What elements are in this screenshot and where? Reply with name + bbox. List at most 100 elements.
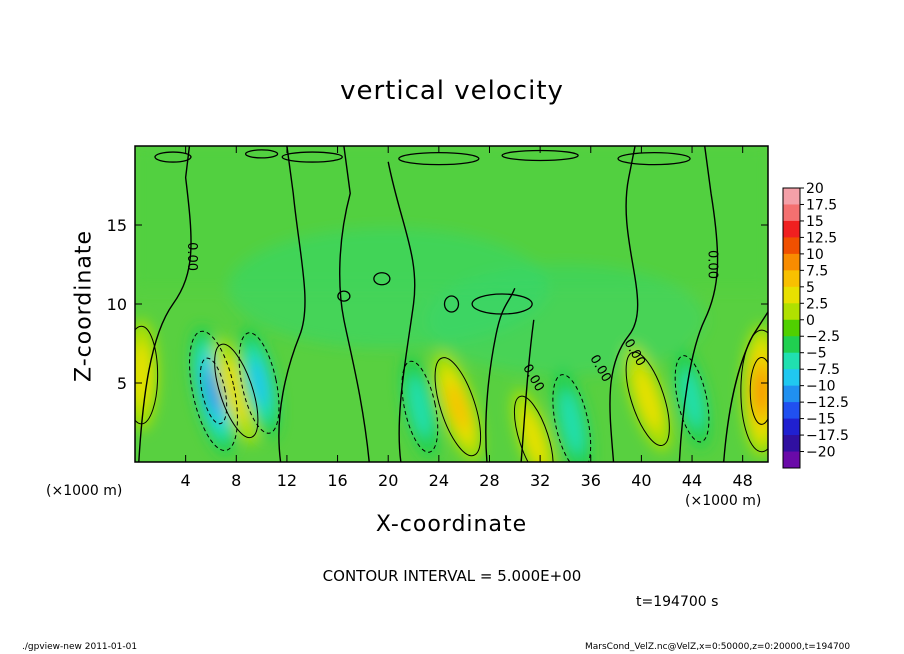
feature-level xyxy=(521,409,547,462)
feature-ring xyxy=(740,329,768,453)
contour-blob xyxy=(281,151,343,163)
colorbar-label: −12.5 xyxy=(806,395,849,411)
colorbar-swatch xyxy=(783,402,800,420)
contour-blob xyxy=(337,290,351,302)
colorbar-swatch xyxy=(783,270,800,288)
zero-contour xyxy=(520,319,535,462)
feature-ring xyxy=(513,395,554,462)
feature-level xyxy=(222,359,251,423)
x-tick-label: 44 xyxy=(682,471,702,490)
contour-blob xyxy=(154,151,192,163)
colorbar-frame xyxy=(782,187,801,469)
contour-blob xyxy=(471,293,533,315)
colorbar-swatch xyxy=(783,188,800,205)
zero-contour xyxy=(609,146,639,462)
zero-contour xyxy=(138,146,192,462)
colorbar-label: −15 xyxy=(806,412,836,428)
feature-level xyxy=(633,367,662,431)
x-tick-label: 28 xyxy=(479,471,499,490)
feature-contours-9 xyxy=(674,355,710,443)
feature-level xyxy=(681,368,703,429)
feature-downdraft-3 xyxy=(238,326,280,440)
feature-level xyxy=(447,383,469,431)
feature-level xyxy=(135,341,152,409)
feature-updraft-2 xyxy=(213,337,260,444)
colorbar-label: 17.5 xyxy=(806,197,837,213)
y-tick-label: 5 xyxy=(117,374,127,393)
colorbar-swatch xyxy=(783,303,800,321)
contour-interval-label: CONTOUR INTERVAL = 5.000E+00 xyxy=(322,567,582,585)
feature-level xyxy=(408,375,432,438)
zero-contour xyxy=(387,161,416,462)
zero-contour xyxy=(339,146,370,462)
colorbar-swatch xyxy=(783,237,800,255)
feature-ring xyxy=(552,374,592,462)
colorbar-label: 5 xyxy=(806,280,815,296)
feature-ring xyxy=(199,357,228,425)
field-blur-group xyxy=(135,146,768,462)
feature-contours-2 xyxy=(214,343,259,439)
colorbar-swatch xyxy=(783,204,800,222)
x-unit-label-left: (×1000 m) xyxy=(46,483,123,499)
feature-contours-0 xyxy=(135,325,159,425)
colorbar-swatch xyxy=(783,253,800,271)
colorbar-swatch xyxy=(783,352,800,370)
contour-label: 0.00 xyxy=(704,250,719,279)
x-tick-label: 4 xyxy=(181,471,191,490)
feature-contours-8 xyxy=(625,351,670,446)
feature-updraft-5 xyxy=(433,351,482,462)
colorbar-label: −5 xyxy=(806,346,827,362)
colorbar-swatch xyxy=(783,220,800,238)
colorbar-label: −10 xyxy=(806,379,836,395)
feature-level xyxy=(250,358,268,408)
colorbar-swatch xyxy=(783,385,800,403)
colorbar: 2017.51512.5107.552.50−2.5−5−7.5−10−12.5… xyxy=(782,181,849,469)
zero-contour xyxy=(678,146,719,462)
footer-left: ./gpview-new 2011-01-01 xyxy=(22,642,138,652)
y-axis: 5 10 15 xyxy=(107,216,768,393)
x-tick-label: 12 xyxy=(277,471,297,490)
x-axis: 4 8 12 16 20 24 28 32 36 40 44 48 xyxy=(181,146,753,490)
feature-ring xyxy=(135,325,159,425)
x-unit-label-right: (×1000 m) xyxy=(685,493,762,509)
x-tick-label: 36 xyxy=(581,471,601,490)
x-tick-label: 8 xyxy=(231,471,241,490)
chart-title: vertical velocity xyxy=(340,76,564,106)
feature-downdraft-1 xyxy=(190,325,237,456)
feature-ring xyxy=(625,351,670,446)
colorbar-label: 20 xyxy=(806,181,824,197)
colorbar-label: −2.5 xyxy=(806,329,840,345)
feature-ring xyxy=(434,357,482,457)
colorbar-swatch xyxy=(783,319,800,337)
feature-downdraft-7 xyxy=(552,368,592,462)
colorbar-swatch xyxy=(783,435,800,453)
x-tick-label: 40 xyxy=(631,471,651,490)
colorbar-swatch xyxy=(783,418,800,436)
colorbar-label: 7.5 xyxy=(806,263,828,279)
x-tick-label: 32 xyxy=(530,471,550,490)
contour-blob xyxy=(244,149,279,159)
colorbar-label: 2.5 xyxy=(806,296,828,312)
feature-updraft-6 xyxy=(512,389,556,462)
field-patch-right xyxy=(425,264,706,375)
feature-contours-4 xyxy=(401,360,439,453)
feature-contours-5 xyxy=(434,357,482,457)
colorbar-label: 12.5 xyxy=(806,230,837,246)
feature-contours-3 xyxy=(238,332,280,434)
x-tick-label: 20 xyxy=(378,471,398,490)
feature-level xyxy=(755,368,768,414)
x-tick-label: 48 xyxy=(733,471,753,490)
colorbar-swatch xyxy=(783,336,800,354)
feature-ring xyxy=(214,343,259,439)
x-tick-label: 24 xyxy=(429,471,449,490)
colorbar-label: −7.5 xyxy=(806,362,840,378)
colorbar-label: −17.5 xyxy=(806,428,849,444)
feature-level xyxy=(560,389,584,456)
feature-ring xyxy=(401,360,439,453)
feature-contours-7 xyxy=(552,374,592,462)
feature-level xyxy=(205,369,222,413)
footer-right: MarsCond_VelZ.nc@VelZ,x=0:50000,z=0:2000… xyxy=(585,642,851,652)
x-tick-label: 16 xyxy=(327,471,347,490)
feature-ring xyxy=(674,355,710,443)
